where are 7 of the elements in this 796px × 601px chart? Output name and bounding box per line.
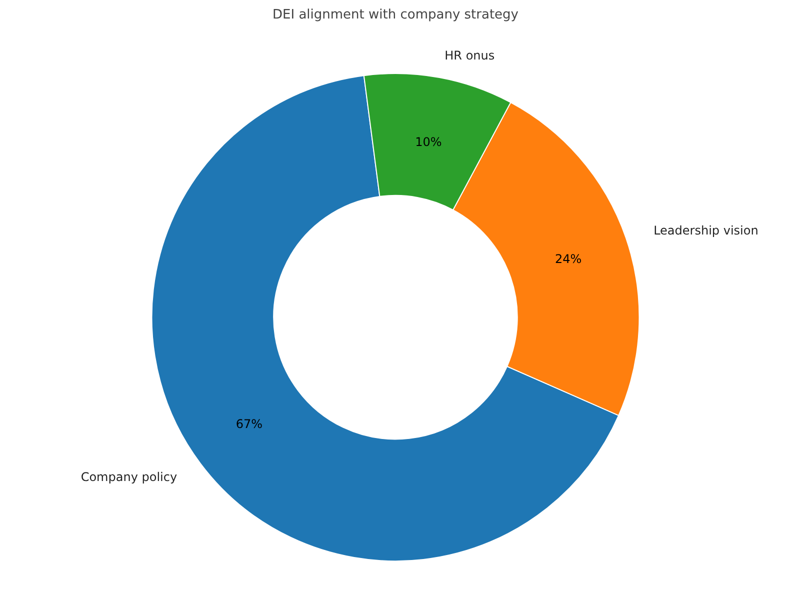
slice-label: HR onus: [444, 48, 495, 63]
slice-label: Company policy: [80, 470, 178, 484]
data-label: 10%: [415, 135, 442, 150]
data-label: 67%: [236, 417, 263, 432]
data-label: 24%: [554, 252, 582, 266]
chart-title: DEI alignment with company strategy: [272, 8, 519, 22]
slice-label: Leadership vision: [654, 224, 758, 238]
